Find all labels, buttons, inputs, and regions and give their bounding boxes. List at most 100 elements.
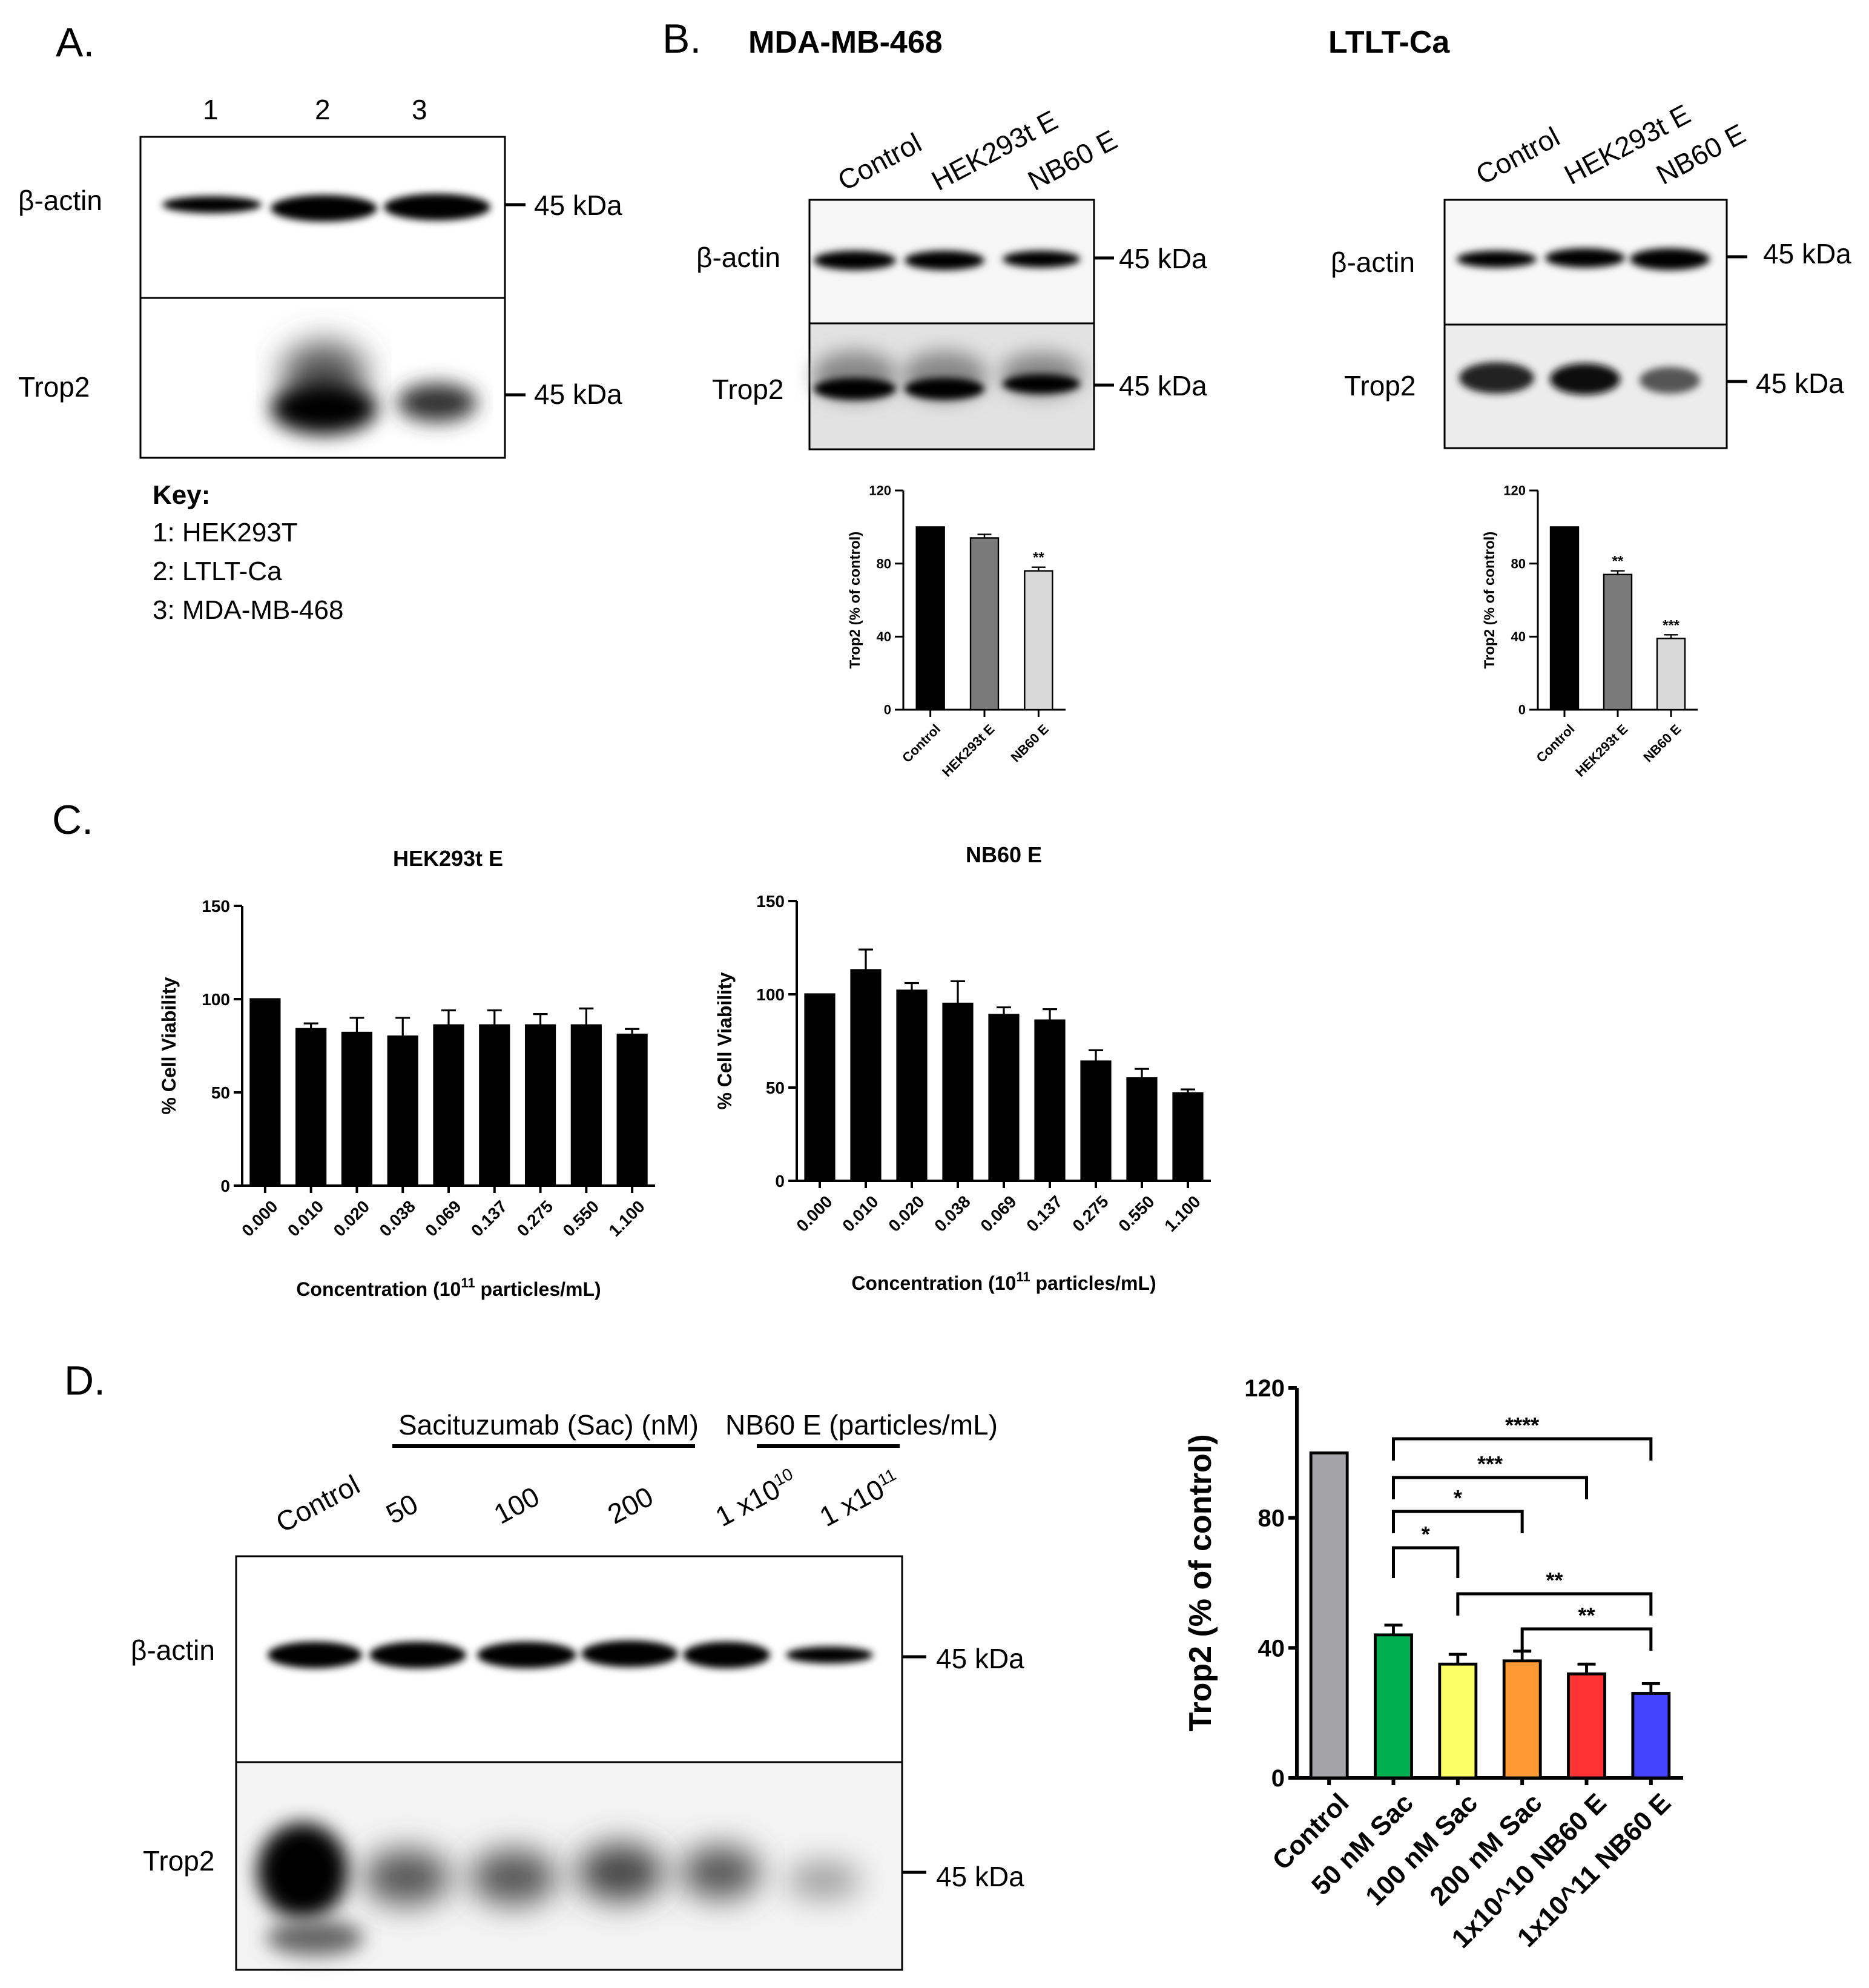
panel-b-mda-membrane	[808, 199, 1114, 451]
x-tick-label: 0.550	[1115, 1192, 1158, 1235]
significance-label: **	[1612, 553, 1624, 570]
y-axis-label: Trop2 (% of control)	[1183, 1434, 1218, 1731]
bar	[1309, 1451, 1349, 1780]
x-tick-label: 0.275	[1069, 1192, 1112, 1235]
y-tick-label: 40	[1511, 629, 1526, 644]
y-axis-label: % Cell Viability	[714, 972, 736, 1109]
panel-a-lane-2: 2	[315, 94, 331, 125]
bar	[896, 989, 928, 1182]
bar	[1631, 1692, 1671, 1780]
x-axis-label-post: particles/mL)	[475, 1278, 601, 1300]
x-tick-label: 0.000	[238, 1197, 281, 1240]
y-tick-label: 40	[1258, 1635, 1285, 1662]
x-tick-label: 1.100	[1161, 1192, 1204, 1235]
x-axis-label-sup: 11	[1016, 1269, 1030, 1284]
significance-bracket-label: *	[1422, 1522, 1430, 1547]
x-tick-label: 0.038	[931, 1192, 974, 1235]
significance-bracket-label: ****	[1505, 1413, 1539, 1438]
significance-bracket	[1392, 1437, 1653, 1461]
y-tick-label: 100	[202, 990, 230, 1009]
bar	[387, 1035, 418, 1187]
x-tick-label: NB60 E	[1640, 721, 1684, 765]
significance-bracket	[1392, 1546, 1460, 1578]
panel-b-mda-row-trop2: Trop2	[712, 374, 784, 405]
panel-d-row-actin: β-actin	[131, 1634, 215, 1666]
y-tick-label: 0	[884, 702, 891, 718]
significance-bracket-label: **	[1578, 1603, 1595, 1628]
panel-a-actin-bands	[162, 194, 490, 222]
y-tick-label: 50	[766, 1078, 785, 1097]
x-tick-label: 0.275	[513, 1197, 556, 1240]
panel-a-lane-1: 1	[203, 94, 219, 125]
y-tick-label: 40	[877, 629, 891, 644]
bar	[1126, 1077, 1158, 1182]
significance-bracket	[1392, 1476, 1588, 1499]
panel-d-letter: D.	[64, 1358, 105, 1404]
chart-c_hek: 0 50 100 150 % Cell Viability 0.000 0.010 0.020…	[158, 846, 655, 1300]
panel-a-membrane	[139, 136, 526, 459]
significance-bracket-label: **	[1546, 1568, 1563, 1593]
panel-b-mda-row-actin: β-actin	[696, 242, 780, 273]
panel-d-marker-actin: 45 kDa	[936, 1643, 1024, 1674]
x-axis-label: Concentration (1011 particles/mL)	[296, 1275, 601, 1300]
x-tick-label: Control	[899, 721, 943, 765]
x-tick-label: 0.550	[559, 1197, 602, 1240]
panel-a-marker-actin: 45 kDa	[534, 190, 622, 221]
y-tick-label: 0	[220, 1177, 230, 1195]
significance-bracket	[1456, 1592, 1653, 1616]
chart-c_nb60: 0 50 100 150 % Cell Viability 0.000 0.010 0.020…	[714, 842, 1211, 1294]
bar	[1502, 1659, 1542, 1780]
y-tick-label: 120	[869, 483, 891, 498]
x-tick-label: 0.010	[839, 1192, 882, 1235]
x-tick-label: 0.137	[467, 1197, 510, 1240]
bar	[524, 1024, 556, 1187]
y-tick-label: 120	[1503, 483, 1526, 498]
panel-d-marker-trop2: 45 kDa	[936, 1861, 1024, 1892]
key-title: Key:	[153, 480, 211, 510]
bar	[850, 969, 882, 1182]
x-tick-label: HEK293t E	[939, 721, 997, 779]
bar	[1374, 1633, 1413, 1780]
panel-b-ltlt-title: LTLT-Ca	[1328, 25, 1450, 60]
y-tick-label: 100	[756, 985, 785, 1004]
panel-a-lane-3: 3	[412, 94, 427, 125]
x-tick-label: Control	[1533, 721, 1577, 765]
chart-b_ltlt: 0 40 80 120 Trop2 (% of control) Control ** HEK…	[1482, 483, 1698, 780]
bar	[969, 537, 1000, 711]
y-tick-label: 80	[877, 556, 891, 571]
y-tick-label: 0	[1271, 1765, 1285, 1792]
panel-d-membrane	[235, 1444, 926, 1971]
chart-b_mda: 0 40 80 120 Trop2 (% of control) ControlHEK29…	[847, 483, 1066, 780]
bar	[1656, 638, 1686, 711]
significance-bracket-label: ***	[1477, 1451, 1503, 1476]
bar	[570, 1024, 602, 1187]
significance-label: **	[1033, 550, 1044, 566]
y-axis-label: % Cell Viability	[158, 977, 180, 1114]
x-tick-label: NB60 E	[1008, 721, 1052, 765]
panel-b-ltlt-marker-actin: 45 kDa	[1763, 238, 1851, 269]
y-tick-label: 80	[1511, 556, 1526, 571]
x-axis-label: Concentration (1011 particles/mL)	[851, 1269, 1156, 1294]
x-tick-label: 0.137	[1023, 1192, 1066, 1235]
y-axis-label: Trop2 (% of control)	[847, 532, 863, 669]
panel-d-group-sac: Sacituzumab (Sac) (nM)	[398, 1409, 699, 1441]
y-tick-label: 150	[202, 897, 230, 916]
significance-bracket	[1392, 1510, 1524, 1533]
panel-a-marker-trop2: 45 kDa	[534, 378, 622, 410]
bar	[433, 1024, 464, 1187]
panel-d-row-trop2: Trop2	[143, 1845, 215, 1877]
bar	[1567, 1672, 1606, 1780]
x-tick-label: 0.069	[977, 1192, 1020, 1235]
bar	[1024, 570, 1053, 711]
panel-a-letter: A.	[56, 19, 95, 65]
panel-b-letter: B.	[662, 16, 702, 62]
panel-b-ltlt-membrane	[1443, 199, 1747, 449]
x-tick-label: 0.000	[793, 1192, 836, 1235]
panel-b-mda-marker-actin: 45 kDa	[1119, 243, 1207, 274]
x-tick-label: 0.020	[885, 1192, 928, 1235]
key-item-3: 3: MDA-MB-468	[153, 595, 344, 625]
panel-b-mda-title: MDA-MB-468	[748, 25, 943, 60]
